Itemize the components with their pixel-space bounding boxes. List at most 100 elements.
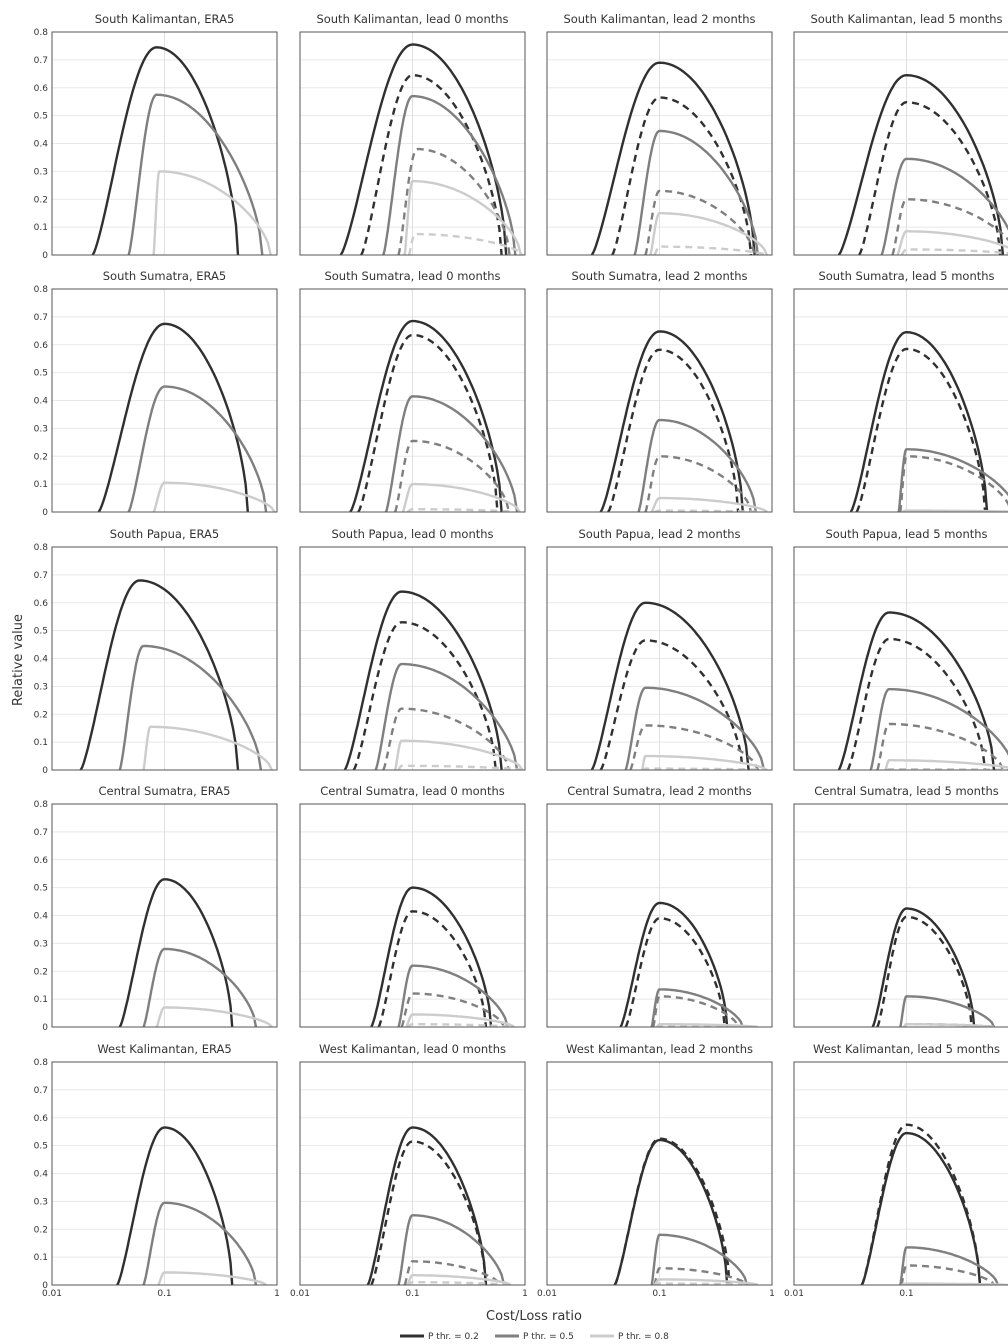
panel-curves <box>590 601 768 770</box>
y-tick-label: 0.8 <box>34 285 49 295</box>
panel-frame <box>546 31 773 256</box>
panel-title: South Kalimantan, lead 2 months <box>563 12 755 26</box>
curve-p02-solid <box>837 611 996 770</box>
panel-curves <box>97 322 276 512</box>
panel-frame <box>546 1061 773 1286</box>
panel-frame <box>546 803 773 1028</box>
curve-p08-dashed <box>406 1281 508 1285</box>
curve-p02-solid <box>370 886 493 1027</box>
panel-frame <box>51 31 278 256</box>
y-tick-label: 0 <box>42 1281 48 1291</box>
y-tick-label: 0.5 <box>34 627 48 637</box>
y-tick-label: 0.1 <box>34 995 48 1005</box>
curve-p05-dashed <box>629 724 759 770</box>
y-tick-label: 0.3 <box>34 682 48 692</box>
panel-frame <box>299 31 526 256</box>
panel-frame <box>793 1061 1008 1286</box>
curve-p05-dashed <box>644 455 753 512</box>
curve-p02-dashed <box>860 1123 982 1285</box>
panel-curves <box>366 1126 512 1285</box>
curve-p05-solid <box>624 686 766 770</box>
y-tick-label: 0.7 <box>34 313 48 323</box>
y-tick-label: 0.4 <box>34 655 49 665</box>
curve-p02-dashed <box>357 333 499 512</box>
panel-title: Central Sumatra, ERA5 <box>99 784 231 798</box>
y-tick-label: 0.2 <box>34 452 48 462</box>
curve-p02-solid <box>118 878 234 1027</box>
panel-frame <box>793 803 1008 1028</box>
y-tick-label: 0.6 <box>34 1114 49 1124</box>
y-tick-label: 0.5 <box>34 1142 48 1152</box>
x-tick-label: 0.01 <box>537 1289 557 1299</box>
panel-17: West Kalimantan, ERA5 0 0.1 0.2 0.3 0.4 0.5 0.6… <box>34 1042 280 1299</box>
y-tick-label: 0.1 <box>34 480 48 490</box>
curve-p02-solid <box>343 590 503 770</box>
x-tick-label: 0.1 <box>899 1289 913 1299</box>
y-tick-label: 0.5 <box>34 112 48 122</box>
y-tick-label: 0.5 <box>34 369 48 379</box>
panel-title: South Papua, lead 2 months <box>578 527 740 541</box>
panel-frame <box>299 288 526 513</box>
curve-p08-solid <box>405 1013 515 1027</box>
legend-label-p08: P thr. = 0.8 <box>618 1332 669 1342</box>
x-tick-label: 0.01 <box>784 1289 804 1299</box>
curve-p02-dashed <box>352 621 497 770</box>
panel-curves <box>590 61 768 255</box>
curve-p05-solid <box>650 988 744 1027</box>
y-tick-label: 0 <box>42 508 48 518</box>
panel-curves <box>349 319 521 512</box>
curve-p05-solid <box>897 448 1008 512</box>
panel-3: South Kalimantan, lead 2 months <box>546 12 773 256</box>
panel-frame <box>51 803 278 1028</box>
panel-curves <box>343 590 524 770</box>
panel-title: South Kalimantan, lead 5 months <box>810 12 1002 26</box>
curve-p02-solid <box>619 901 729 1027</box>
panel-frame <box>299 803 526 1028</box>
curve-p05-dashed <box>393 439 511 512</box>
curve-p02-solid <box>116 1126 234 1285</box>
panel-title: South Sumatra, lead 2 months <box>571 269 747 283</box>
curve-p02-solid <box>849 331 989 512</box>
curve-p05-dashed <box>382 707 511 770</box>
curve-p05-solid <box>142 947 258 1027</box>
curve-p05-solid <box>118 644 263 770</box>
panel-curves <box>849 331 1008 512</box>
panel-title: West Kalimantan, ERA5 <box>97 1042 231 1056</box>
y-tick-label: 0.4 <box>34 397 49 407</box>
x-tick-label: 0.01 <box>290 1289 310 1299</box>
y-tick-label: 0.7 <box>34 828 48 838</box>
curve-p02-dashed <box>607 348 740 512</box>
panel-5: South Sumatra, ERA5 0 0.1 0.2 0.3 0.4 0.5 0.6 0.… <box>34 269 278 518</box>
curve-p02-dashed <box>599 639 744 770</box>
y-tick-label: 0.6 <box>34 84 49 94</box>
panel-9: South Papua, ERA5 0 0.1 0.2 0.3 0.4 0.5 0.6 0.7 0… <box>34 527 278 776</box>
curve-p08-solid <box>403 179 523 255</box>
curve-p05-solid <box>397 1214 506 1285</box>
panel-curves <box>370 886 515 1027</box>
panel-curves <box>613 1137 759 1285</box>
curve-p08-dashed <box>653 509 758 512</box>
y-tick-label: 0.7 <box>34 1086 48 1096</box>
panel-frame <box>546 288 773 513</box>
panel-curves <box>118 878 273 1027</box>
curve-p05-solid <box>637 418 758 512</box>
curve-p02-dashed <box>624 917 726 1027</box>
panel-frame <box>51 1061 278 1286</box>
y-tick-label: 0.7 <box>34 571 48 581</box>
curve-p08-solid <box>152 481 276 512</box>
panel-curves <box>860 1123 1008 1285</box>
curve-p05-solid <box>374 662 519 770</box>
curve-p05-solid <box>869 688 1008 770</box>
panel-curves <box>837 74 1008 255</box>
panel-title: West Kalimantan, lead 2 months <box>566 1042 753 1056</box>
curve-p02-solid <box>97 322 249 512</box>
panel-10: South Papua, lead 0 months <box>299 527 526 771</box>
curve-p02-solid <box>599 330 744 512</box>
x-tick-label: 1 <box>769 1289 775 1299</box>
panel-title: South Sumatra, lead 5 months <box>818 269 994 283</box>
curve-p08-solid <box>157 1271 267 1285</box>
panel-7: South Sumatra, lead 2 months <box>546 269 773 513</box>
x-tick-label: 0.1 <box>405 1289 419 1299</box>
y-tick-label: 0.8 <box>34 1058 49 1068</box>
